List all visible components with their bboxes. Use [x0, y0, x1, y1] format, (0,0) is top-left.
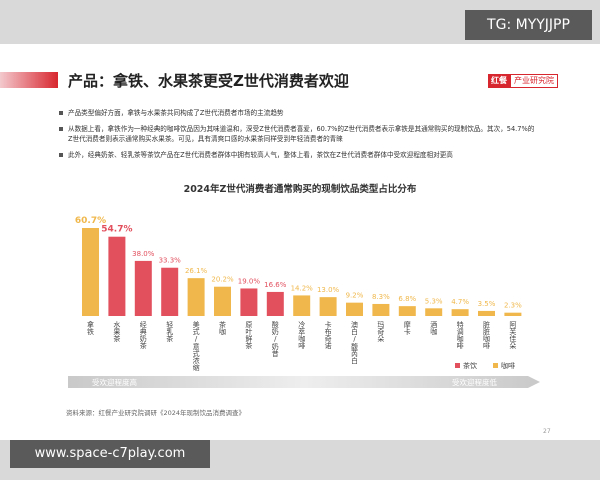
bar: [451, 309, 469, 316]
bullet: 从数据上看，拿铁作为一种经典的咖啡饮品因为其味道温和，深受Z世代消费者喜爱，60…: [59, 124, 538, 144]
title-accent: [0, 72, 58, 88]
site-tag: www.space-c7play.com: [10, 440, 210, 468]
bar: [214, 286, 231, 316]
data-label: 4.7%: [451, 298, 469, 306]
data-label: 6.8%: [398, 295, 416, 303]
logo-sub: 产业研究院: [510, 74, 558, 88]
bar: [187, 278, 205, 316]
legend-label: 茶饮: [463, 361, 477, 370]
logo-main: 红餐: [488, 74, 510, 88]
x-tick-label: 玛奇朵: [377, 321, 385, 343]
slide: [0, 44, 600, 440]
bar: [478, 310, 495, 316]
bar: [293, 295, 311, 316]
data-label: 38.0%: [132, 250, 155, 258]
data-label: 8.3%: [372, 293, 390, 301]
popularity-arrow: [68, 376, 540, 388]
page-number: 27: [543, 428, 551, 435]
x-tick-label: 拿铁: [87, 320, 95, 336]
x-tick-label: 茶咖: [219, 320, 227, 336]
bar: [108, 236, 126, 316]
arrow-right-label: 受欢迎程度低: [452, 377, 497, 387]
chart-title: 2024年Z世代消费者通常购买的现制饮品类型占比分布: [184, 183, 417, 195]
bar: [134, 260, 152, 316]
x-tick-label: 阿芙佳朵: [509, 320, 517, 350]
x-tick-label: 轻乳茶: [166, 320, 174, 342]
bar: [346, 302, 363, 316]
bar: [372, 303, 390, 316]
data-label: 14.2%: [291, 284, 314, 292]
x-tick-label: 美式/意式浓缩: [192, 320, 200, 372]
bar: [504, 312, 522, 316]
data-label: 13.0%: [317, 286, 340, 294]
data-label: 33.3%: [159, 257, 182, 265]
source: 资料来源：红餐产业研究院调研《2024年现制饮品消费调查》: [66, 409, 246, 417]
x-tick-label: 冷萃咖啡: [298, 320, 306, 350]
data-label: 5.3%: [425, 297, 443, 305]
slide-title: 产品：拿铁、水果茶更受Z世代消费者欢迎: [68, 72, 349, 90]
data-label: 54.7%: [101, 225, 132, 235]
bar: [161, 267, 179, 316]
x-tick-label: 经典奶茶: [139, 320, 147, 349]
corner-tag: TG: MYYJJPP: [465, 10, 592, 40]
legend-swatch: [455, 363, 460, 368]
data-label: 60.7%: [75, 216, 106, 226]
bar: [266, 291, 284, 316]
x-tick-label: 卡布奇诺: [324, 320, 332, 350]
data-label: 19.0%: [238, 277, 261, 285]
legend-swatch: [493, 363, 498, 368]
bar: [240, 288, 258, 316]
data-label: 2.3%: [504, 302, 522, 310]
data-label: 3.5%: [478, 300, 496, 308]
bullet: 此外，经典奶茶、轻乳茶等茶饮产品在Z世代消费者群体中拥有较高人气，整体上看，茶饮…: [59, 150, 538, 160]
logo: 红餐 产业研究院: [488, 74, 558, 88]
data-label: 26.1%: [185, 267, 208, 275]
x-tick-label: 澳白/馥芮白: [351, 320, 359, 365]
x-tick-label: 特调咖啡: [456, 320, 464, 350]
x-tick-label: 原叶鲜茶: [245, 321, 253, 349]
arrow-left-label: 受欢迎程度高: [92, 377, 137, 387]
x-tick-label: 酸奶/奶昔: [271, 320, 279, 358]
bullet: 产品类型偏好方面，拿铁与水果茶共同构成了Z世代消费者市场的主流趋势: [59, 108, 538, 118]
bar: [319, 297, 337, 316]
bar: [398, 306, 416, 316]
legend-label: 咖啡: [501, 361, 515, 370]
x-tick-label: 脏脏咖啡: [483, 320, 491, 350]
bar: [425, 308, 443, 316]
data-label: 16.6%: [264, 281, 287, 289]
x-tick-label: 摩卡: [403, 320, 411, 336]
x-tick-label: 水果茶: [113, 320, 121, 342]
bar: [82, 228, 99, 316]
data-label: 9.2%: [346, 292, 364, 300]
x-tick-label: 酒咖: [430, 321, 438, 336]
data-label: 20.2%: [211, 276, 234, 284]
